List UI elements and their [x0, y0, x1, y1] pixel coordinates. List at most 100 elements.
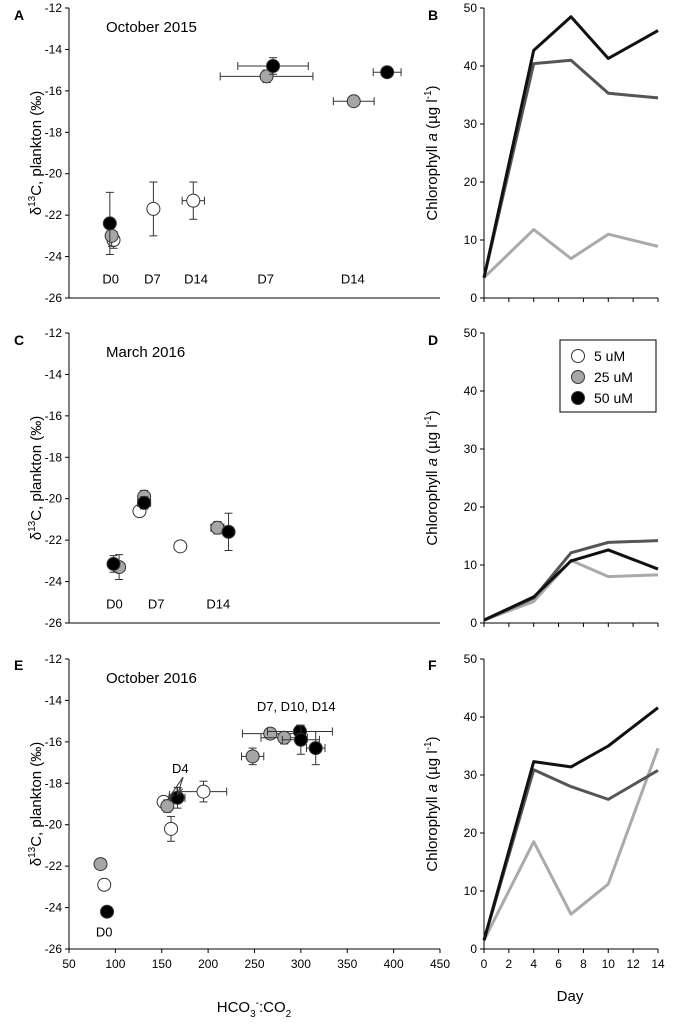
x-axis-label-right: Day [557, 988, 584, 1005]
x-tick-label: 10 [602, 957, 616, 971]
marker-25uM [346, 94, 361, 109]
marker-5uM [173, 539, 188, 554]
legend-marker [571, 370, 585, 384]
x-tick-label: 350 [337, 957, 357, 971]
marker-25uM [93, 857, 108, 872]
data-point [332, 94, 375, 109]
d4-arrows [167, 776, 184, 800]
legend-marker [571, 391, 585, 405]
y-tick-label: -12 [45, 1, 63, 15]
y-tick-label: -16 [45, 735, 63, 749]
y-axis-label: δ13C, plankton (‰) [27, 742, 45, 867]
y-tick-label: -14 [45, 367, 63, 381]
arrow-line [167, 776, 184, 800]
y-tick-label: 40 [464, 710, 478, 724]
y-tick-label: -16 [45, 409, 63, 423]
y-tick-label: -22 [45, 859, 63, 873]
data-point [181, 181, 205, 220]
panel-title: October 2015 [106, 19, 197, 36]
y-tick-label: -26 [45, 291, 63, 305]
marker-50uM [221, 524, 236, 539]
data-point [100, 904, 115, 919]
annotation: D7 [144, 272, 161, 287]
legend: 5 uM 25 uM 50 uM [559, 339, 657, 413]
panel-D: D 0 10 20 30 40 50 Chlorophyll a (µg l-1) [423, 326, 659, 630]
data-point [137, 495, 152, 510]
y-tick-label: 50 [464, 1, 478, 15]
annotation: D0 [106, 597, 123, 612]
y-axis-label: δ13C, plankton (‰) [27, 91, 45, 216]
y-tick-label: -20 [45, 492, 63, 506]
y-tick-label: 0 [470, 616, 477, 630]
arrow-head [176, 786, 184, 796]
data-point [173, 539, 188, 554]
legend-label: 50 uM [594, 390, 633, 406]
x-tick-label: 200 [198, 957, 218, 971]
x-tick-label: 8 [580, 957, 587, 971]
y-tick-label: 10 [464, 233, 478, 247]
data-point [241, 747, 265, 766]
y-tick-label: -26 [45, 942, 63, 956]
y-tick-label: 30 [464, 117, 478, 131]
data-point [146, 181, 161, 237]
y-axis-label: Chlorophyll a (µg l-1) [423, 736, 441, 871]
marker-25uM [160, 799, 175, 814]
panel-label: F [428, 657, 437, 673]
marker-50uM [380, 65, 395, 80]
x-tick-label: 300 [291, 957, 311, 971]
y-tick-label: -14 [45, 693, 63, 707]
data-point [305, 731, 326, 766]
y-tick-label: -24 [45, 250, 63, 264]
panel-title: October 2016 [106, 670, 197, 687]
y-tick-label: -12 [45, 652, 63, 666]
panel-label: C [14, 332, 24, 348]
series-line-50-uM [483, 548, 659, 622]
x-tick-label: 4 [530, 957, 537, 971]
panel-label: D [428, 332, 438, 348]
y-axis-label: Chlorophyll a (µg l-1) [423, 410, 441, 545]
y-tick-label: 50 [464, 326, 478, 340]
marker-50uM [308, 741, 323, 756]
y-tick-label: 20 [464, 500, 478, 514]
x-tick-label: 12 [626, 957, 640, 971]
marker-5uM [146, 201, 161, 216]
marker-50uM [266, 59, 281, 73]
x-axis-label-left: HCO3-:CO2 [217, 998, 292, 1020]
y-tick-label: -20 [45, 818, 63, 832]
x-tick-label: 6 [555, 957, 562, 971]
y-tick-label: -18 [45, 776, 63, 790]
marker-50uM [100, 904, 115, 919]
series-line-5-uM [482, 228, 659, 279]
marker-25uM [277, 730, 292, 745]
legend-marker [571, 349, 585, 363]
marker-50uM [102, 216, 117, 231]
y-tick-label: 0 [470, 942, 477, 956]
y-tick-label: 20 [464, 826, 478, 840]
panel-B: B 0 10 20 30 40 50 Chlorophyll a (µg l-1) [423, 1, 659, 305]
y-tick-label: -24 [45, 575, 63, 589]
legend-label: 25 uM [594, 369, 633, 385]
annotation: D4 [172, 761, 189, 776]
x-tick-label: 0 [481, 957, 488, 971]
marker-25uM [259, 69, 274, 84]
y-axis-label: Chlorophyll a (µg l-1) [423, 85, 441, 220]
data-point [102, 191, 117, 255]
x-tick-label: 400 [384, 957, 404, 971]
data-point [281, 724, 320, 755]
annotation: D0 [96, 925, 113, 940]
x-tick-label: 450 [430, 957, 450, 971]
marker-25uM [104, 228, 119, 243]
y-tick-label: -24 [45, 901, 63, 915]
series-line-50-uM [482, 706, 659, 941]
data-point [237, 57, 309, 75]
panel-label: A [14, 7, 24, 23]
data-point [93, 857, 108, 872]
x-tick-label: 14 [651, 957, 665, 971]
y-tick-label: -12 [45, 326, 63, 340]
y-tick-label: 10 [464, 884, 478, 898]
panel-C: C -12 -14 -16 -18 -20 -22 -24 -26 March 2016 δ13C,… [14, 326, 440, 630]
y-tick-label: -20 [45, 167, 63, 181]
y-tick-label: 30 [464, 768, 478, 782]
annotation: D7 [148, 597, 165, 612]
marker-25uM [245, 749, 260, 764]
